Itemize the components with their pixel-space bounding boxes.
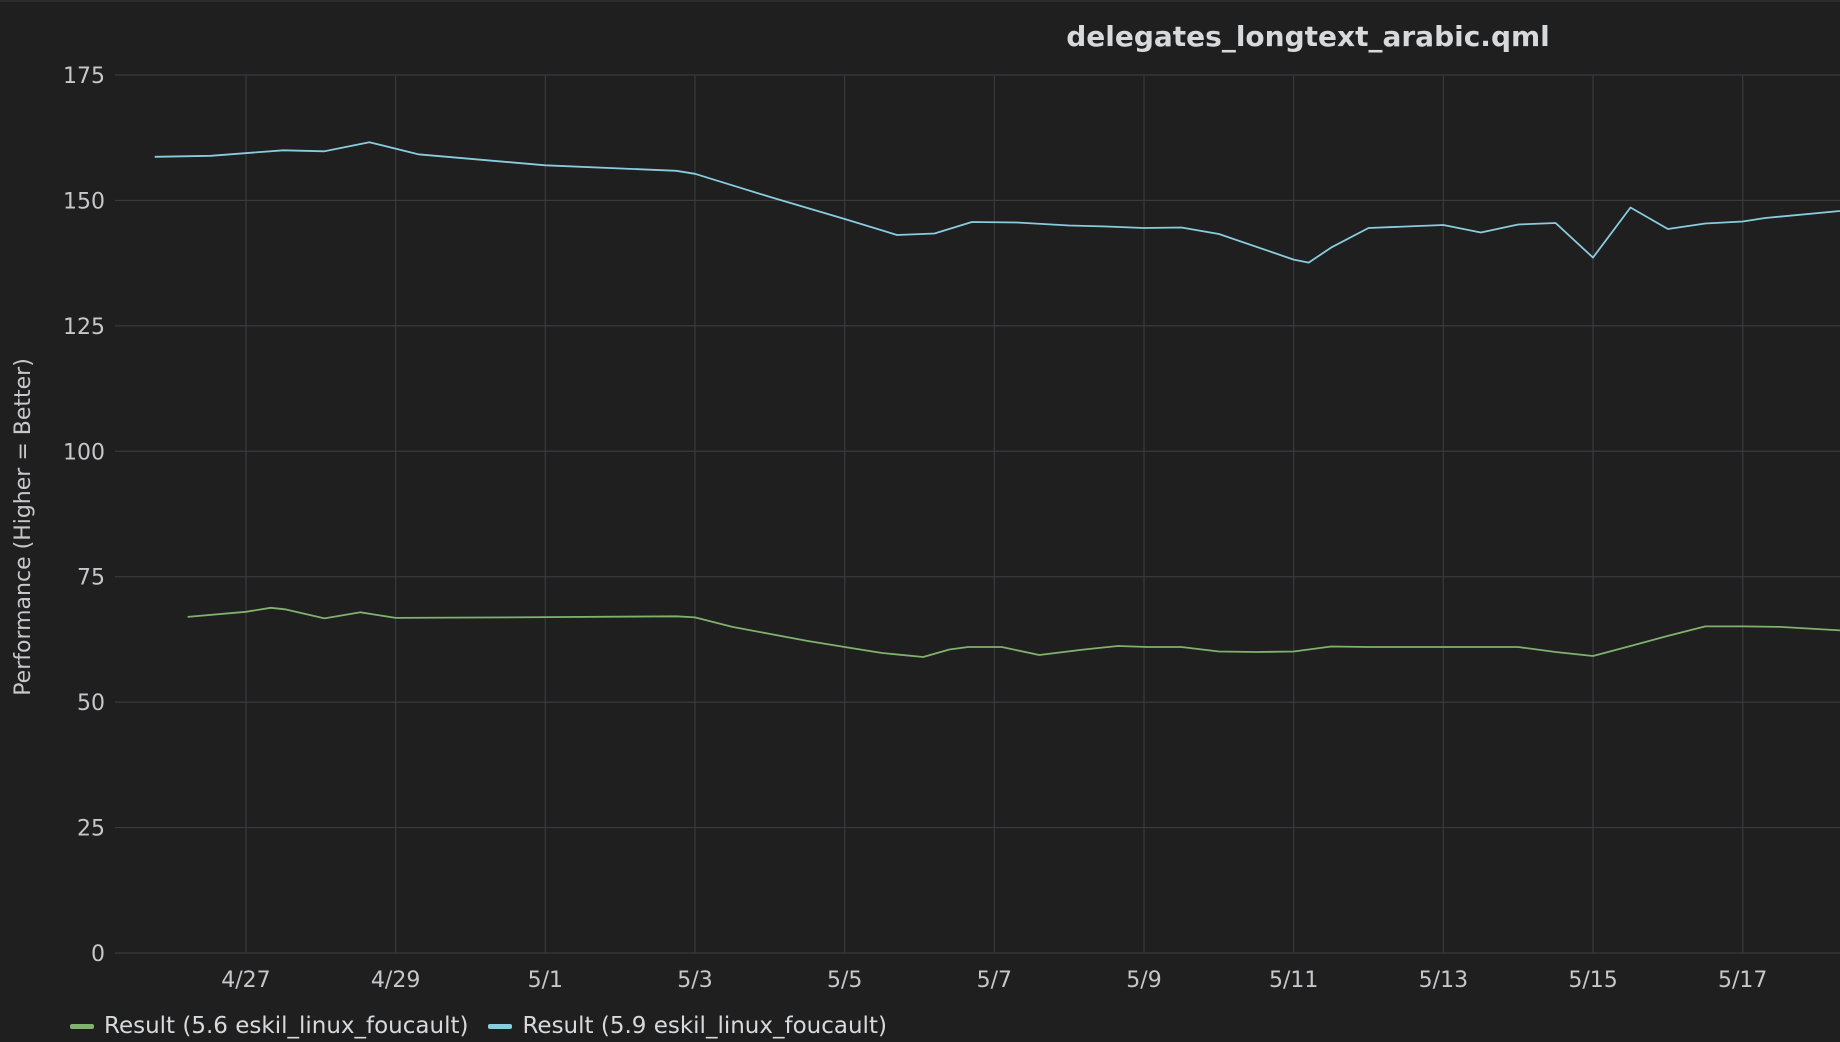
x-axis-ticks: 4/27 4/29 5/1 5/3 5/5 5/7 5/9 5/11 5/13 5/15 5/17 [221,968,1767,993]
y-axis-label: Performance (Higher = Better) [11,358,36,696]
legend-label: Result (5.9 eskil_linux_foucault) [522,1013,887,1039]
chart-title: delegates_longtext_arabic.qml [1066,20,1550,53]
y-tick-label: 175 [63,64,105,89]
x-tick-label: 5/7 [977,968,1012,993]
y-tick-label: 150 [63,189,105,214]
x-tick-label: 4/29 [371,968,420,993]
y-axis-ticks: 0 25 50 75 100 125 150 175 [63,64,105,967]
legend-swatch [488,1023,513,1029]
y-tick-label: 25 [77,817,105,842]
legend-swatch [70,1023,94,1029]
x-tick-label: 5/1 [528,968,563,993]
legend: Result (5.6 eskil_linux_foucault) Result … [70,1013,887,1039]
legend-label: Result (5.6 eskil_linux_foucault) [104,1013,469,1039]
series-lines [154,141,1840,658]
x-tick-label: 5/11 [1269,968,1318,993]
series-line-1 [187,606,1840,658]
x-tick-label: 5/5 [827,968,862,993]
x-tick-label: 5/3 [677,968,712,993]
y-tick-label: 125 [63,315,105,340]
x-tick-label: 5/15 [1568,968,1617,993]
x-tick-label: 4/27 [221,968,270,993]
legend-item-1[interactable]: Result (5.6 eskil_linux_foucault) [70,1013,468,1039]
y-tick-label: 50 [77,691,105,716]
legend-item-2[interactable]: Result (5.9 eskil_linux_foucault) [488,1013,887,1039]
y-tick-label: 75 [77,566,105,591]
y-tick-label: 100 [63,440,105,465]
y-tick-label: 0 [91,942,105,967]
x-tick-label: 5/9 [1126,968,1161,993]
grid [115,74,1840,954]
x-tick-label: 5/13 [1419,968,1468,993]
series-line-2 [154,141,1840,264]
x-tick-label: 5/17 [1718,968,1767,993]
